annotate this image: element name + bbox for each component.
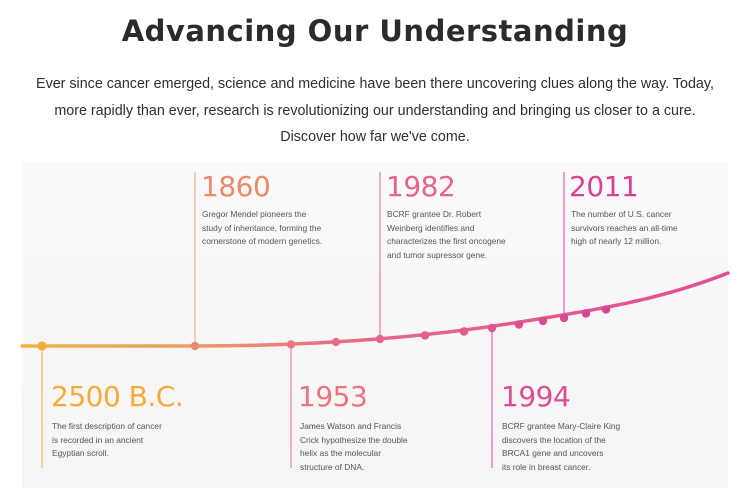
intro-line: more rapidly than ever, research is revo… <box>54 102 696 119</box>
timeline-dot-1860[interactable] <box>190 341 200 351</box>
desc-2011: The number of U.S. cancer survivors reac… <box>571 208 716 249</box>
intro-text: Ever since cancer emerged, science and m… <box>20 71 730 151</box>
timeline-dot[interactable] <box>420 331 430 340</box>
timeline-dot[interactable] <box>459 327 469 336</box>
desc-line: BCRF grantee Dr. Robert <box>387 209 482 219</box>
timeline-dot[interactable] <box>514 320 524 329</box>
timeline-dot[interactable] <box>581 309 591 318</box>
desc-line: Egyptian scroll. <box>52 448 109 459</box>
desc-line: discovers the location of the <box>502 434 606 445</box>
year-1994: 1994 <box>501 380 571 413</box>
desc-line: its role in breast cancer. <box>502 461 591 472</box>
year-1860: 1860 <box>201 170 271 203</box>
desc-line: survivors reaches an all-time <box>571 222 678 233</box>
desc-line: characterizes the first oncogene <box>387 236 506 247</box>
timeline-dot[interactable] <box>559 313 569 323</box>
page-title: Advancing Our Understanding <box>121 14 629 48</box>
timeline-dot[interactable] <box>331 337 341 347</box>
desc-line: is recorded in an ancient <box>52 434 144 445</box>
desc-line: James Watson and Francis <box>300 421 402 431</box>
desc-line: Weinberg identifies and <box>387 222 475 233</box>
desc-line: structure of DNA. <box>300 461 365 472</box>
desc-line: BCRF grantee Mary-Claire King <box>502 421 621 431</box>
desc-1982: BCRF grantee Dr. Robert Weinberg identif… <box>387 208 532 262</box>
desc-line: and tumor supressor gene. <box>387 249 488 260</box>
timeline-panel <box>22 162 728 488</box>
desc-1953: James Watson and Francis Crick hypothesi… <box>300 420 445 474</box>
year-2500-bc: 2500 B.C. <box>51 380 184 413</box>
timeline-curve <box>20 271 730 348</box>
timeline-dot[interactable] <box>286 340 296 349</box>
year-2011: 2011 <box>569 170 639 203</box>
year-1953: 1953 <box>298 380 368 413</box>
desc-line: Crick hypothesize the double <box>300 434 408 445</box>
timeline-dot[interactable] <box>375 334 385 344</box>
desc-2500-bc: The first description of cancer is recor… <box>52 420 197 461</box>
desc-line: The number of U.S. cancer <box>571 209 672 219</box>
timeline-dot[interactable] <box>601 305 611 314</box>
year-1982: 1982 <box>386 170 456 203</box>
desc-line: cornerstone of modern genetics. <box>202 236 323 247</box>
desc-line: high of nearly 12 million. <box>571 236 662 247</box>
intro-line: Ever since cancer emerged, science and m… <box>36 76 714 92</box>
timeline-dot[interactable] <box>538 316 548 326</box>
intro-line: Discover how far we've come. <box>280 129 470 145</box>
desc-line: The first description of cancer <box>52 421 162 431</box>
desc-line: helix as the molecular <box>300 448 381 459</box>
desc-1994: BCRF grantee Mary-Claire King discovers … <box>502 420 647 474</box>
desc-line: BRCA1 gene and uncovers <box>502 448 604 459</box>
timeline-dot[interactable] <box>487 323 497 333</box>
desc-line: study of inheritance, forming the <box>202 222 322 233</box>
timeline-dot-2500[interactable] <box>37 341 47 351</box>
desc-1860: Gregor Mendel pioneers the study of inhe… <box>202 208 347 249</box>
desc-line: Gregor Mendel pioneers the <box>202 209 307 219</box>
